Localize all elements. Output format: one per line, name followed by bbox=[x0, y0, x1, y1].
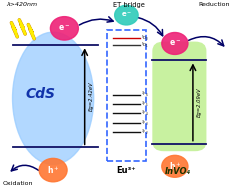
Text: Eg=2.42eV: Eg=2.42eV bbox=[89, 81, 94, 111]
Text: $^5$D$_1$: $^5$D$_1$ bbox=[141, 40, 149, 50]
Text: Oxidation: Oxidation bbox=[3, 181, 33, 186]
Text: ET bridge: ET bridge bbox=[113, 2, 145, 8]
Text: e$^-$: e$^-$ bbox=[169, 38, 181, 48]
Text: Eu³⁺: Eu³⁺ bbox=[116, 166, 136, 175]
Text: $^7$F$_3$: $^7$F$_3$ bbox=[141, 118, 149, 128]
Circle shape bbox=[50, 17, 78, 40]
Text: Reduction: Reduction bbox=[199, 2, 230, 7]
Text: $^7$F$_4$: $^7$F$_4$ bbox=[141, 108, 149, 118]
Circle shape bbox=[162, 33, 188, 54]
Text: e$^-$: e$^-$ bbox=[58, 23, 71, 33]
Text: h$^+$: h$^+$ bbox=[47, 164, 59, 176]
Circle shape bbox=[115, 5, 138, 25]
Circle shape bbox=[162, 155, 188, 177]
Text: h$^+$: h$^+$ bbox=[169, 160, 181, 172]
Text: $^5$D$_0$: $^5$D$_0$ bbox=[141, 33, 149, 43]
Circle shape bbox=[39, 158, 67, 182]
FancyBboxPatch shape bbox=[152, 42, 206, 151]
Text: CdS: CdS bbox=[26, 88, 56, 101]
Text: $^7$F$_2$: $^7$F$_2$ bbox=[141, 127, 148, 137]
Text: $^7$F$_5$: $^7$F$_5$ bbox=[141, 99, 148, 109]
Text: λ>420nm: λ>420nm bbox=[6, 2, 37, 7]
Text: e$^-$: e$^-$ bbox=[121, 10, 132, 19]
Ellipse shape bbox=[13, 32, 94, 164]
Text: $^7$F$_6$: $^7$F$_6$ bbox=[141, 90, 149, 99]
Bar bbox=[107, 30, 146, 161]
Text: InVO₄: InVO₄ bbox=[165, 167, 191, 177]
Text: Eg=2.09eV: Eg=2.09eV bbox=[196, 87, 202, 117]
